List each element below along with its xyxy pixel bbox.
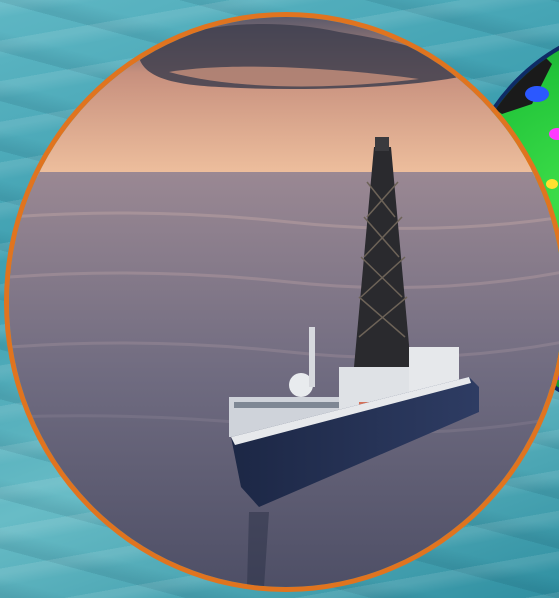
drilling-derrick [354, 137, 411, 367]
hull-deck-line [231, 377, 471, 445]
cloud-highlight [169, 66, 419, 87]
ship-hull [231, 377, 479, 507]
ship-reflection [247, 512, 269, 587]
ship-photo-circle [4, 12, 559, 592]
anomaly-blob [549, 128, 559, 140]
drilling-ship-photo [9, 17, 559, 587]
sea-ripples [9, 211, 559, 435]
anomaly-blob [546, 179, 558, 189]
anomaly-blob [525, 86, 549, 102]
